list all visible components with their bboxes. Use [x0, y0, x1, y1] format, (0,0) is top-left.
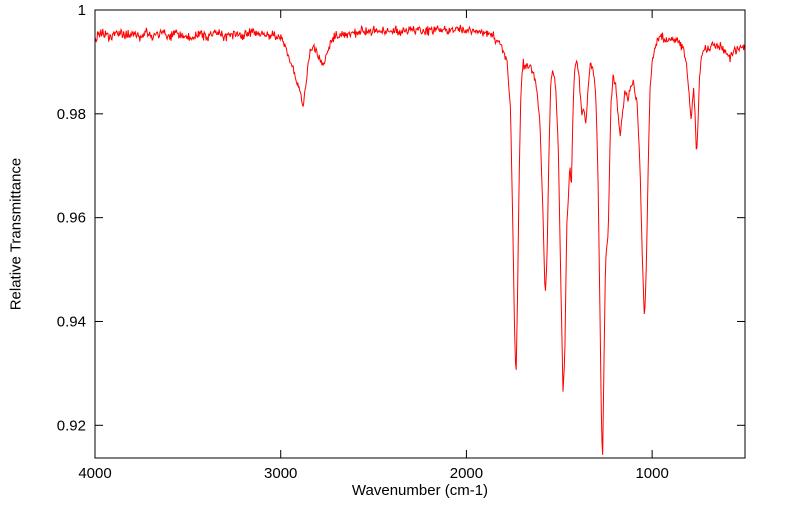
x-tick-label: 4000 [78, 465, 111, 482]
y-tick-label: 0.94 [57, 313, 86, 330]
spectrum-trace [95, 24, 745, 455]
y-tick-label: 0.96 [57, 210, 86, 227]
x-axis-label: Wavenumber (cm-1) [351, 482, 489, 499]
x-tick-label: 1000 [635, 465, 668, 482]
x-tick-label: 2000 [450, 465, 483, 482]
y-axis-label: Relative Transmittance [7, 157, 25, 311]
plot-border [94, 9, 746, 459]
y-tick-label: 0.98 [57, 106, 86, 123]
y-tick-label: 1 [78, 2, 86, 19]
x-tick-label: 3000 [264, 465, 297, 482]
y-tick-label: 0.92 [57, 417, 86, 434]
